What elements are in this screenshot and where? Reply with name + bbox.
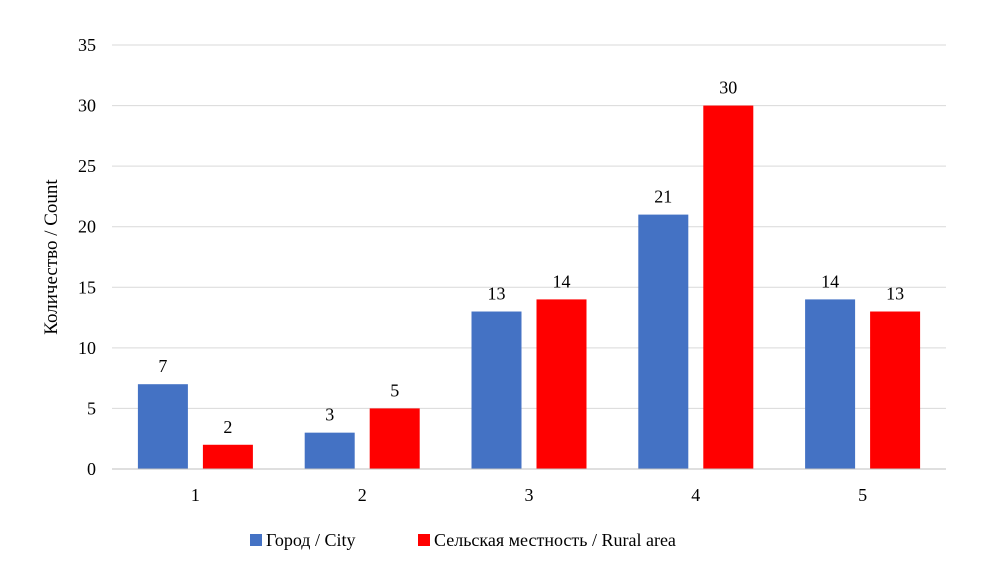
data-label: 14 bbox=[821, 271, 839, 291]
bar-series-0-cat-3 bbox=[638, 214, 689, 469]
data-label: 14 bbox=[553, 271, 571, 291]
data-label: 2 bbox=[223, 417, 232, 437]
bar-series-0-cat-2 bbox=[471, 311, 522, 469]
data-label: 21 bbox=[654, 187, 672, 207]
y-tick-label: 30 bbox=[78, 96, 96, 116]
data-label: 3 bbox=[325, 405, 334, 425]
legend-label-0: Город / City bbox=[266, 530, 355, 550]
y-tick-label: 0 bbox=[87, 459, 96, 479]
bar-series-1-cat-0 bbox=[202, 444, 253, 469]
bar-series-1-cat-3 bbox=[703, 105, 754, 470]
bar-series-1-cat-4 bbox=[870, 311, 921, 469]
legend-swatch-1 bbox=[418, 534, 430, 546]
y-tick-label: 20 bbox=[78, 217, 96, 237]
data-label: 30 bbox=[719, 78, 737, 98]
bar-series-1-cat-1 bbox=[369, 408, 420, 469]
bars bbox=[137, 105, 921, 470]
bar-series-0-cat-0 bbox=[137, 384, 188, 469]
bar-series-0-cat-1 bbox=[304, 432, 355, 469]
legend-label-1: Сельская местность / Rural area bbox=[434, 530, 676, 550]
x-tick-label: 3 bbox=[525, 485, 534, 505]
legend: Город / City Сельская местность / Rural a… bbox=[250, 530, 676, 550]
y-tick-label: 10 bbox=[78, 338, 96, 358]
legend-swatch-0 bbox=[250, 534, 262, 546]
x-tick-label: 2 bbox=[358, 485, 367, 505]
x-tick-label: 5 bbox=[858, 485, 867, 505]
gridlines bbox=[112, 44, 946, 409]
y-tick-label: 25 bbox=[78, 156, 96, 176]
y-tick-label: 5 bbox=[87, 398, 96, 418]
x-tick-label: 4 bbox=[691, 485, 700, 505]
bar-series-1-cat-2 bbox=[536, 299, 587, 469]
y-tick-label: 35 bbox=[78, 35, 96, 55]
data-label: 7 bbox=[158, 356, 167, 376]
y-tick-label: 15 bbox=[78, 277, 96, 297]
y-axis-ticks: 0 5 10 15 20 25 30 35 bbox=[78, 35, 96, 479]
data-labels: 7 2 3 5 13 14 21 30 14 13 bbox=[158, 78, 904, 437]
bar-series-0-cat-4 bbox=[805, 299, 856, 469]
data-label: 5 bbox=[390, 380, 399, 400]
x-tick-label: 1 bbox=[191, 485, 200, 505]
x-axis-ticks: 1 2 3 4 5 bbox=[191, 485, 867, 505]
y-axis-title: Количество / Count bbox=[41, 179, 62, 335]
data-label: 13 bbox=[886, 284, 904, 304]
data-label: 13 bbox=[488, 284, 506, 304]
